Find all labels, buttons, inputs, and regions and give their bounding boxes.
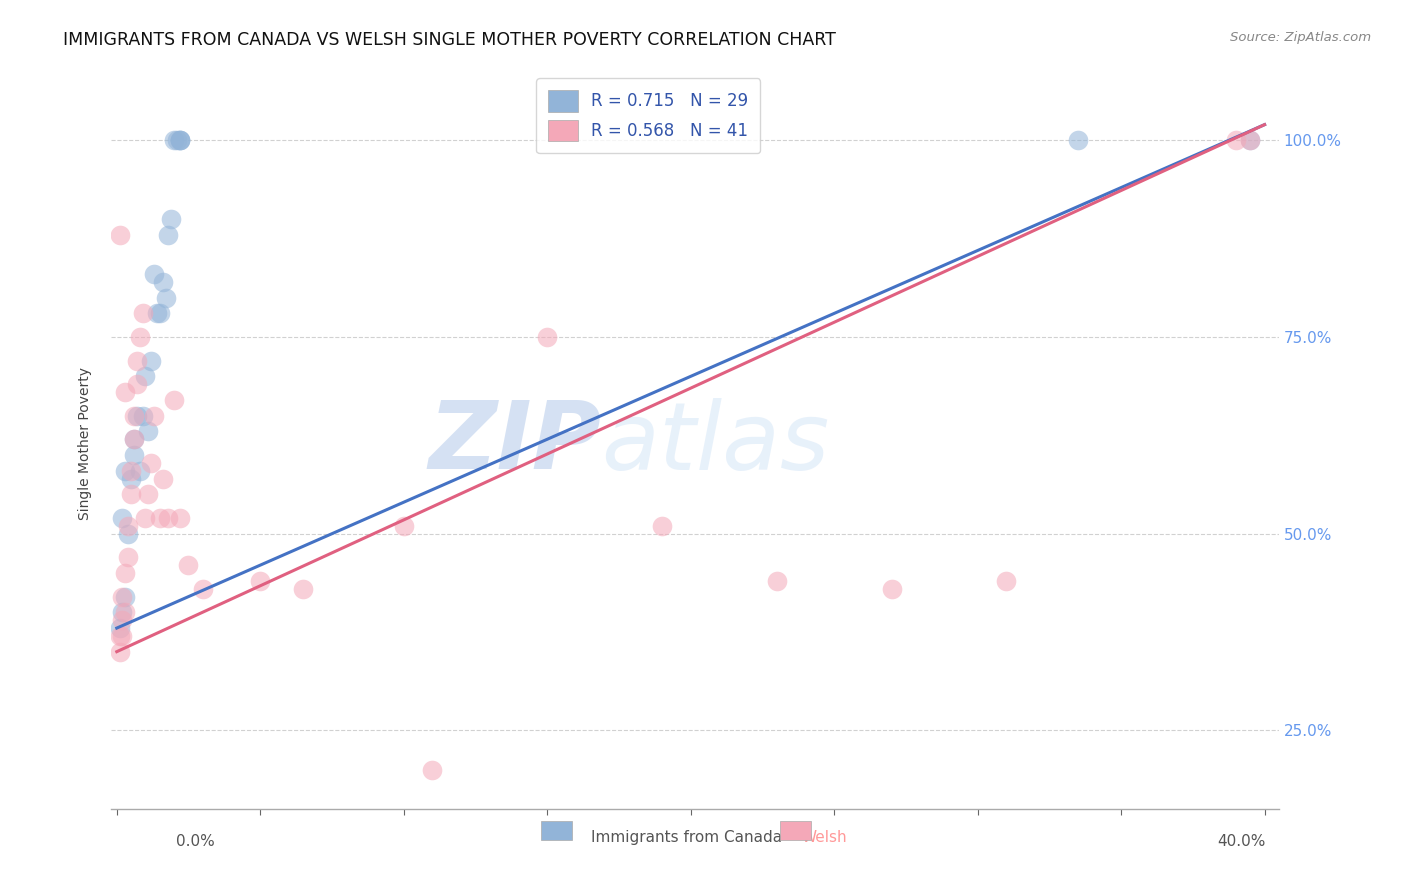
Point [120,487,142,501]
Text: Immigrants from Canada: Immigrants from Canada [591,830,782,845]
Point [163,133,186,147]
Point [536,330,558,344]
Point [422,763,444,777]
Point [169,133,191,147]
Point [120,472,142,486]
Point [166,133,188,147]
Point [157,511,180,525]
Point [122,448,145,462]
Point [114,385,136,400]
Point [136,487,159,501]
Text: ZIP: ZIP [429,397,602,489]
Text: Source: ZipAtlas.com: Source: ZipAtlas.com [1230,31,1371,45]
Point [1067,133,1090,147]
Point [191,582,214,596]
Point [143,267,166,281]
Point [392,518,415,533]
Point [169,133,191,147]
Point [125,377,148,392]
Point [117,518,139,533]
Point [111,605,134,619]
Point [155,291,177,305]
Point [108,227,131,242]
Text: 40.0%: 40.0% [1218,834,1265,849]
Point [149,306,172,320]
Point [169,133,191,147]
Point [134,511,156,525]
Point [141,353,163,368]
Point [880,582,903,596]
Point [163,392,186,407]
Point [141,456,163,470]
Point [160,212,183,227]
Point [143,409,166,423]
Point [1239,133,1261,147]
Text: IMMIGRANTS FROM CANADA VS WELSH SINGLE MOTHER POVERTY CORRELATION CHART: IMMIGRANTS FROM CANADA VS WELSH SINGLE M… [63,31,837,49]
Point [1225,133,1247,147]
Point [131,306,153,320]
Point [111,511,134,525]
Text: atlas: atlas [602,398,830,489]
Point [108,621,131,635]
Point [122,432,145,446]
Point [249,574,271,588]
Point [111,629,134,643]
Point [125,353,148,368]
Point [122,432,145,446]
Point [125,409,148,423]
Point [131,409,153,423]
Point [114,464,136,478]
Point [122,409,145,423]
Point [108,645,131,659]
Point [149,511,172,525]
Point [134,369,156,384]
Point [995,574,1018,588]
Point [1239,133,1261,147]
Legend: R = 0.715   N = 29, R = 0.568   N = 41: R = 0.715 N = 29, R = 0.568 N = 41 [536,78,761,153]
Text: Welsh: Welsh [801,830,846,845]
Point [117,526,139,541]
Text: 0.0%: 0.0% [176,834,215,849]
Y-axis label: Single Mother Poverty: Single Mother Poverty [79,367,93,520]
Point [152,275,174,289]
Point [114,566,136,580]
Point [765,574,787,588]
Point [146,306,169,320]
Point [128,330,150,344]
Point [114,590,136,604]
Point [111,590,134,604]
Point [651,518,673,533]
Point [136,425,159,439]
Point [177,558,200,573]
Point [108,629,131,643]
Point [169,511,191,525]
Point [117,550,139,565]
Point [292,582,315,596]
Point [120,464,142,478]
Point [152,472,174,486]
Point [128,464,150,478]
Point [157,227,180,242]
Point [114,605,136,619]
Point [111,613,134,627]
